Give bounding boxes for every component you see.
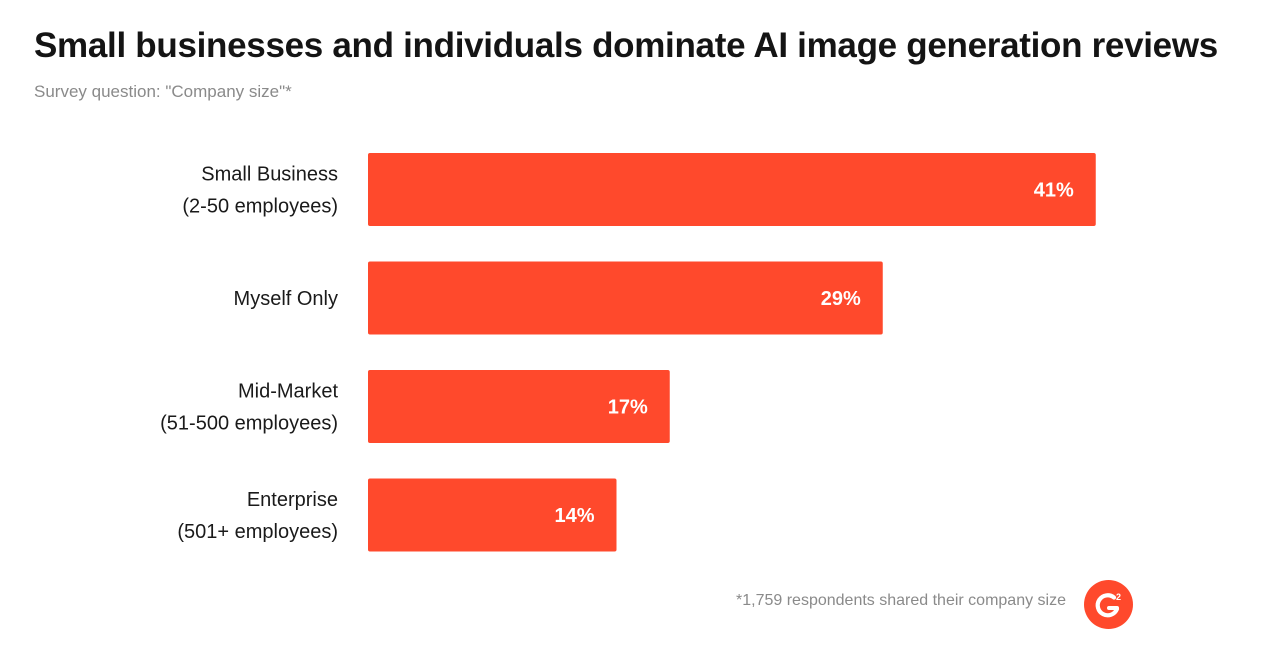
value-label-1: 29% (821, 288, 861, 310)
category-label-1: Myself Only (234, 288, 338, 310)
value-label-3: 14% (554, 505, 594, 527)
category-label-0: Small Business (2-50 employees) (182, 164, 338, 218)
value-label-2: 17% (608, 397, 648, 419)
footnote: *1,759 respondents shared their company … (736, 592, 1066, 609)
value-label-0: 41% (1034, 180, 1074, 202)
bar-1 (368, 261, 883, 335)
chart-subtitle: Survey question: "Company size"* (34, 82, 292, 101)
category-label-3: Enterprise (501+ employees) (177, 489, 338, 543)
bar-3 (368, 478, 617, 552)
chart-title: Small businesses and individuals dominat… (34, 26, 1218, 65)
svg-text:2: 2 (1116, 592, 1121, 602)
bar-2 (368, 370, 670, 443)
g2-logo-icon: 2 (1084, 580, 1133, 629)
bar-0 (368, 153, 1096, 226)
category-label-2: Mid-Market (51-500 employees) (160, 381, 338, 435)
